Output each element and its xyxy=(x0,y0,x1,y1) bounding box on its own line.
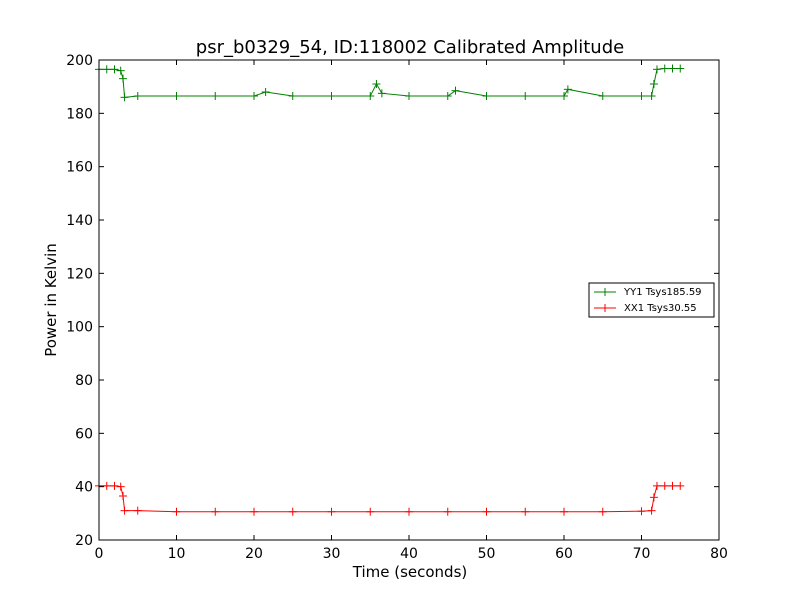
data-point-yy1 xyxy=(563,85,572,94)
data-point-yy1 xyxy=(649,80,658,88)
data-point-yy1 xyxy=(102,65,111,74)
y-tick-label: 120 xyxy=(66,266,93,282)
data-point-xx1 xyxy=(288,507,297,516)
data-point-yy1 xyxy=(211,92,220,100)
data-point-xx1 xyxy=(560,507,568,516)
x-tick-label: 20 xyxy=(245,546,263,562)
data-point-xx1 xyxy=(649,493,658,502)
data-point-xx1 xyxy=(660,481,669,490)
tick-layer: 0 10 20 30 40 50 60 70 80 20 40 60 80 100 120 140 160 180… xyxy=(66,53,728,562)
x-tick-label: 40 xyxy=(400,546,418,562)
data-point-yy1 xyxy=(405,92,413,100)
data-point-xx1 xyxy=(668,481,677,490)
y-tick-label: 180 xyxy=(66,106,93,122)
data-point-yy1 xyxy=(653,65,661,74)
data-point-xx1 xyxy=(637,507,646,516)
data-point-yy1 xyxy=(250,92,258,100)
data-point-xx1 xyxy=(119,492,128,500)
y-tick-label: 40 xyxy=(75,480,93,496)
data-point-yy1 xyxy=(110,65,119,74)
data-point-xx1 xyxy=(133,506,142,515)
x-tick-label: 30 xyxy=(323,546,341,562)
data-point-yy1 xyxy=(637,92,646,100)
x-tick-label: 10 xyxy=(168,546,186,562)
data-point-yy1 xyxy=(119,74,128,83)
data-point-yy1 xyxy=(676,64,685,73)
y-tick-label: 80 xyxy=(75,373,93,389)
y-tick-label: 60 xyxy=(75,426,93,442)
data-point-yy1 xyxy=(261,88,270,96)
data-point-xx1 xyxy=(116,482,125,491)
data-point-yy1 xyxy=(366,92,375,100)
y-axis-label: Power in Kelvin xyxy=(42,243,60,357)
data-point-yy1 xyxy=(521,92,530,100)
data-point-xx1 xyxy=(521,507,530,516)
data-point-xx1 xyxy=(110,481,119,490)
legend-marker-yy1 xyxy=(601,288,609,296)
data-point-xx1 xyxy=(653,481,661,490)
legend-marker-xx1 xyxy=(601,304,609,312)
data-point-xx1 xyxy=(405,507,413,516)
data-point-yy1 xyxy=(443,92,452,100)
data-point-yy1 xyxy=(116,66,125,75)
data-point-xx1 xyxy=(102,481,111,490)
data-point-yy1 xyxy=(647,92,656,100)
data-point-xx1 xyxy=(366,507,375,516)
data-point-yy1 xyxy=(482,92,491,100)
data-point-xx1 xyxy=(676,481,685,490)
x-tick-label: 60 xyxy=(555,546,573,562)
data-point-xx1 xyxy=(327,507,336,516)
data-point-xx1 xyxy=(647,506,656,515)
data-point-xx1 xyxy=(120,506,129,515)
data-point-xx1 xyxy=(482,507,491,516)
data-point-yy1 xyxy=(327,92,336,100)
data-point-xx1 xyxy=(598,507,607,516)
legend-label-yy1: YY1 Tsys185.59 xyxy=(623,287,702,298)
series-layer xyxy=(95,64,685,516)
data-point-yy1 xyxy=(660,64,669,73)
data-point-yy1 xyxy=(451,86,460,95)
x-tick-label: 70 xyxy=(633,546,651,562)
data-point-xx1 xyxy=(250,507,258,516)
data-point-xx1 xyxy=(443,507,452,516)
data-point-yy1 xyxy=(172,92,181,100)
x-axis-label: Time (seconds) xyxy=(352,563,468,581)
data-point-yy1 xyxy=(668,64,677,73)
data-point-yy1 xyxy=(377,89,386,98)
data-point-yy1 xyxy=(120,93,129,102)
legend-label-xx1: XX1 Tsys30.55 xyxy=(624,303,697,314)
legend: YY1 Tsys185.59 XX1 Tsys30.55 xyxy=(588,282,715,318)
y-tick-label: 200 xyxy=(66,53,93,69)
x-tick-label: 0 xyxy=(95,546,104,562)
y-tick-label: 140 xyxy=(66,213,93,229)
legend-box xyxy=(588,282,715,318)
data-point-xx1 xyxy=(172,507,181,516)
data-point-yy1 xyxy=(372,80,381,88)
x-tick-label: 80 xyxy=(710,546,728,562)
y-tick-label: 100 xyxy=(66,320,93,336)
x-tick-label: 50 xyxy=(478,546,496,562)
data-point-yy1 xyxy=(560,92,568,100)
data-point-yy1 xyxy=(288,92,297,100)
data-point-xx1 xyxy=(211,507,220,516)
y-tick-label: 20 xyxy=(75,533,93,549)
data-point-yy1 xyxy=(598,92,607,100)
data-point-yy1 xyxy=(133,92,142,100)
chart-title: psr_b0329_54, ID:118002 Calibrated Ampli… xyxy=(196,37,624,58)
y-tick-label: 160 xyxy=(66,160,93,176)
